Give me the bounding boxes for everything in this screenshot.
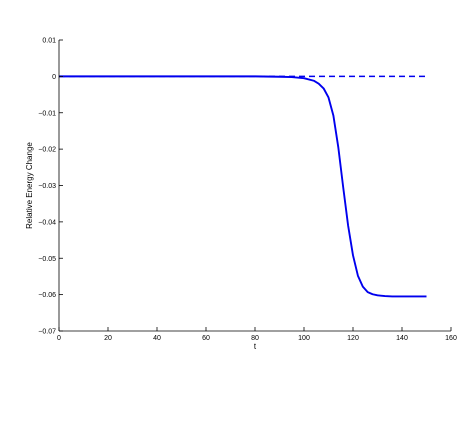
x-tick-label: 120 [347, 335, 359, 342]
y-tick-label: −0.05 [38, 256, 56, 263]
y-tick-label: −0.03 [38, 183, 56, 190]
axes-layer [58, 40, 451, 332]
y-tick-label: 0 [52, 74, 56, 81]
x-tick-label: 60 [202, 335, 210, 342]
y-tick-label: −0.01 [38, 110, 56, 117]
x-tick-label: 100 [298, 335, 310, 342]
y-tick-label: 0.01 [42, 38, 56, 45]
series-line-solid [59, 75, 427, 298]
ticks-layer: 0 20 40 60 80 100 120 140 160 0.01 0 −0.01 −0.02 −0.0… [38, 38, 457, 343]
x-tick-label: 0 [57, 335, 61, 342]
y-tick-label: −0.02 [38, 147, 56, 154]
x-tick-label: 140 [396, 335, 408, 342]
y-axis-label: Relative Energy Change [25, 142, 34, 229]
x-tick-label: 160 [445, 335, 457, 342]
x-tick-label: 40 [153, 335, 161, 342]
y-tick-label: −0.04 [38, 219, 56, 226]
y-tick-label: −0.06 [38, 292, 56, 299]
series-layer [59, 75, 427, 298]
x-tick-label: 80 [251, 335, 259, 342]
x-tick-label: 20 [104, 335, 112, 342]
x-axis-label: t [254, 342, 257, 351]
y-tick-label: −0.07 [38, 329, 56, 336]
